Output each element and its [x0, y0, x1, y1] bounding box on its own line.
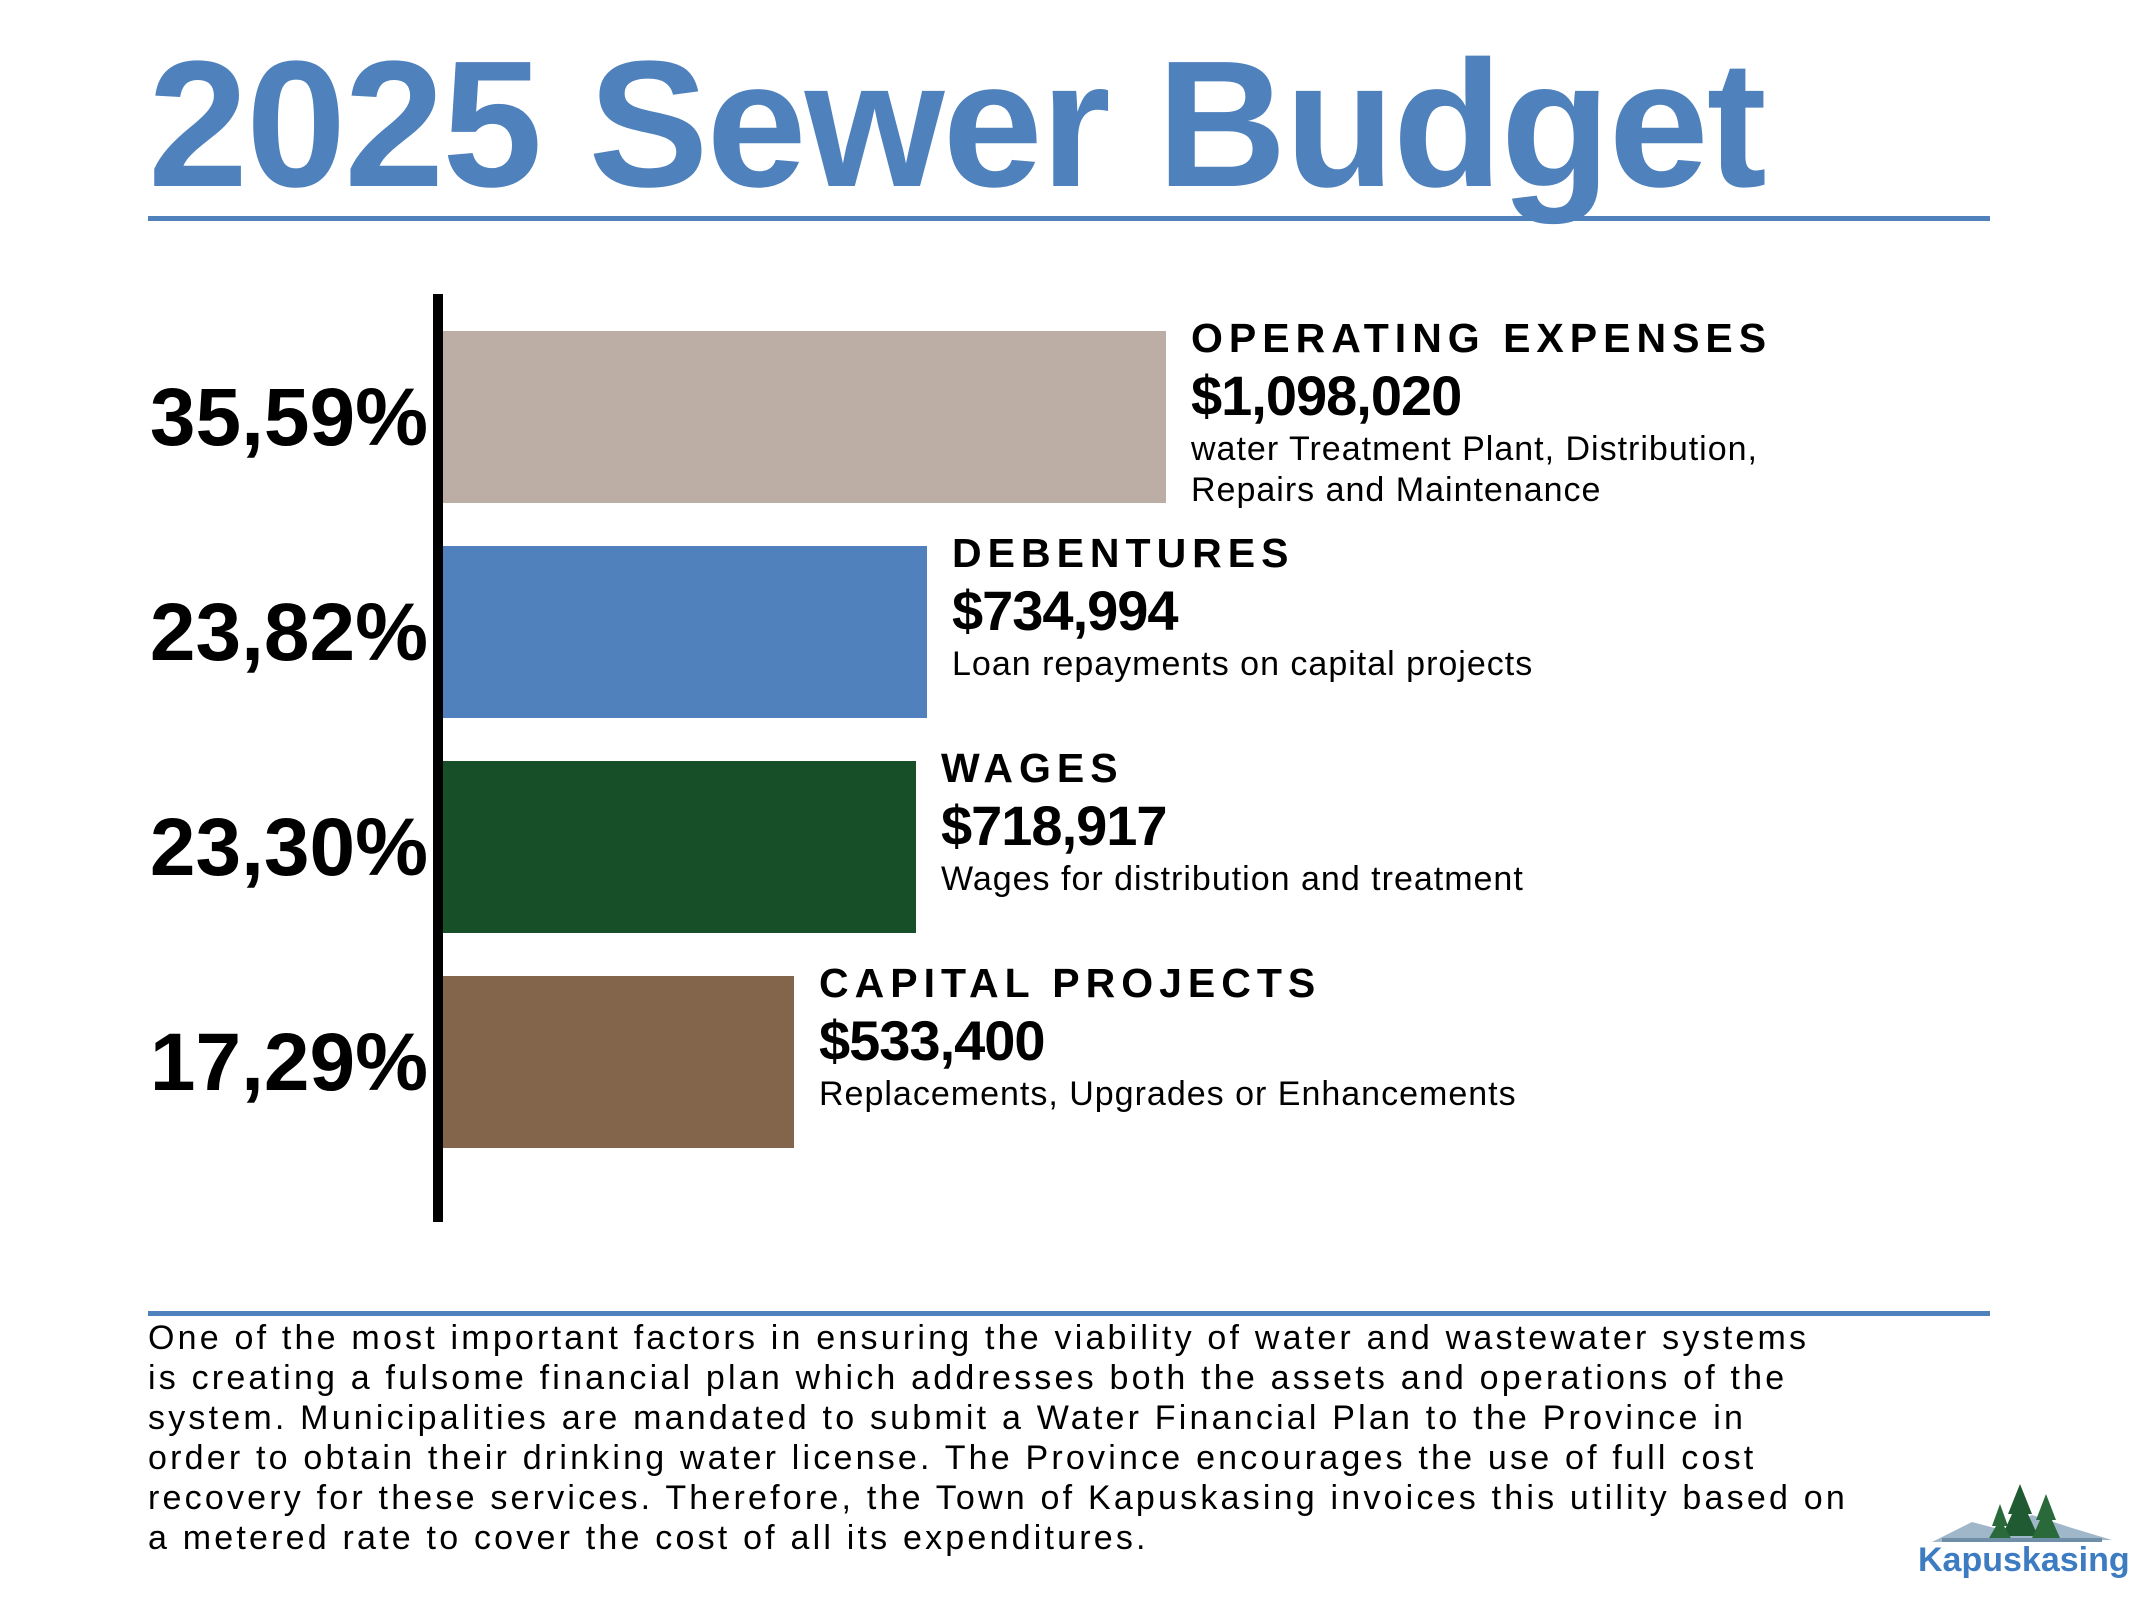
amount-label: $718,917 — [941, 794, 1168, 857]
description-label: Wages for distribution and treatment — [941, 860, 1524, 898]
bar — [443, 331, 1166, 503]
logo-wordmark: Kapuskasing — [1918, 1541, 2130, 1579]
amount-label: $734,994 — [952, 579, 1179, 642]
amount-label: $533,400 — [819, 1009, 1046, 1072]
percent-label: 23,82% — [149, 587, 428, 678]
page-title: 2025 Sewer Budget — [148, 24, 1767, 225]
category-label: DEBENTURES — [952, 530, 1295, 576]
bar — [443, 976, 794, 1148]
category-label: WAGES — [941, 745, 1124, 791]
percent-label: 35,59% — [149, 372, 428, 463]
percent-label: 23,30% — [149, 802, 428, 893]
footer-divider — [148, 1311, 1990, 1316]
bar — [443, 761, 916, 933]
percent-label: 17,29% — [149, 1017, 428, 1108]
title-divider — [148, 216, 1990, 221]
description-label: water Treatment Plant, Distribution, — [1191, 430, 1759, 468]
description-label: Repairs and Maintenance — [1191, 471, 1602, 509]
category-label: CAPITAL PROJECTS — [819, 960, 1322, 1006]
amount-label: $1,098,020 — [1191, 364, 1462, 427]
description-label: Replacements, Upgrades or Enhancements — [819, 1075, 1517, 1113]
bar — [443, 546, 927, 718]
category-label: OPERATING EXPENSES — [1191, 315, 1773, 361]
description-label: Loan repayments on capital projects — [952, 645, 1534, 683]
tree-landscape-icon — [1932, 1484, 2112, 1542]
chart-axis — [433, 294, 443, 1222]
footer-paragraph: One of the most important factors in ens… — [148, 1319, 1848, 1557]
